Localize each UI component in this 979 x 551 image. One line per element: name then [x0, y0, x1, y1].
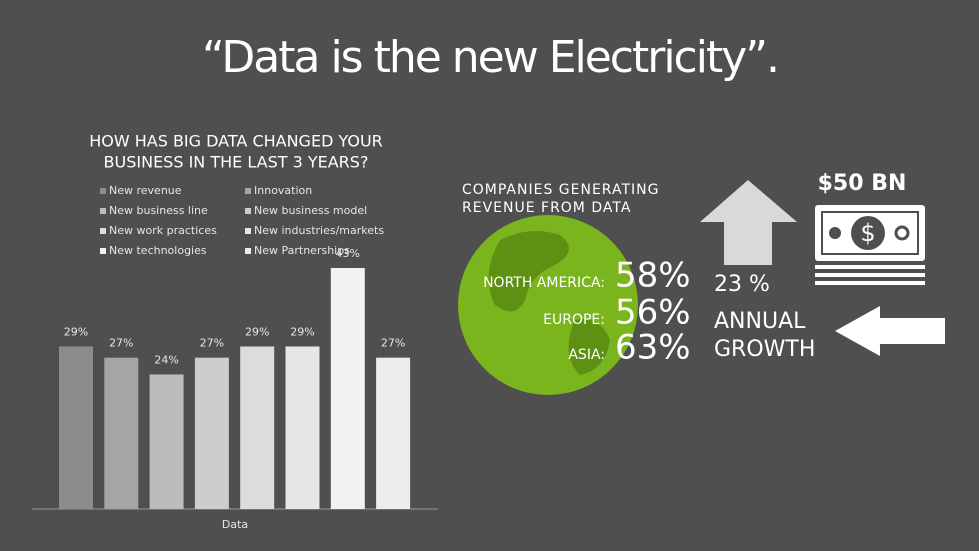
market-size: $50 BN [818, 171, 907, 196]
data-label: 29% [290, 325, 314, 338]
bar [376, 357, 411, 509]
legend-swatch [245, 188, 251, 194]
money-icon: $ [815, 205, 925, 285]
data-label: 29% [245, 325, 269, 338]
legend-label: New technologies [109, 244, 207, 257]
data-label: 29% [64, 325, 88, 338]
bar [149, 374, 184, 509]
data-label: 43% [336, 247, 360, 260]
region-label: ASIA: [568, 347, 605, 363]
growth-label: GROWTH [714, 337, 815, 362]
region-value: 56% [615, 293, 691, 333]
legend-label: New work practices [109, 224, 217, 237]
heading: COMPANIES GENERATING [462, 182, 659, 198]
region-label: EUROPE: [543, 312, 605, 328]
legend-label: New business model [254, 204, 367, 217]
data-label: 27% [381, 337, 405, 350]
x-tick-label: Data [222, 518, 248, 531]
growth-label: ANNUAL [714, 309, 806, 334]
chart-title: BUSINESS IN THE LAST 3 YEARS? [104, 153, 369, 172]
legend-label: New Partnerships [254, 244, 350, 257]
bar [330, 268, 365, 509]
legend-label: Innovation [254, 184, 312, 197]
left-arrow [835, 306, 945, 356]
chart-title: HOW HAS BIG DATA CHANGED YOUR [89, 132, 383, 151]
bar [104, 357, 139, 509]
data-label: 27% [109, 337, 133, 350]
bar [285, 346, 320, 509]
svg-text:$: $ [860, 219, 875, 247]
growth: 23 % [714, 272, 770, 297]
data-label: 24% [154, 353, 178, 366]
legend-swatch [100, 248, 106, 254]
legend-label: New revenue [109, 184, 182, 197]
legend-swatch [245, 208, 251, 214]
bar [194, 357, 229, 509]
region-label: NORTH AMERICA: [483, 275, 605, 291]
legend-swatch [100, 208, 106, 214]
region-value: 63% [615, 328, 691, 368]
bar [59, 346, 93, 509]
legend-swatch [100, 188, 106, 194]
slide-title: “Data is the new Electricity”. [202, 32, 778, 83]
legend-swatch [245, 228, 251, 234]
globe [458, 215, 638, 395]
legend-swatch [245, 248, 251, 254]
legend-label: New business line [109, 204, 208, 217]
data-label: 27% [200, 337, 224, 350]
heading: REVENUE FROM DATA [462, 200, 631, 216]
bar [240, 346, 275, 509]
region-value: 58% [615, 256, 691, 296]
legend-label: New industries/markets [254, 224, 384, 237]
up-arrow [700, 180, 797, 265]
legend-swatch [100, 228, 106, 234]
